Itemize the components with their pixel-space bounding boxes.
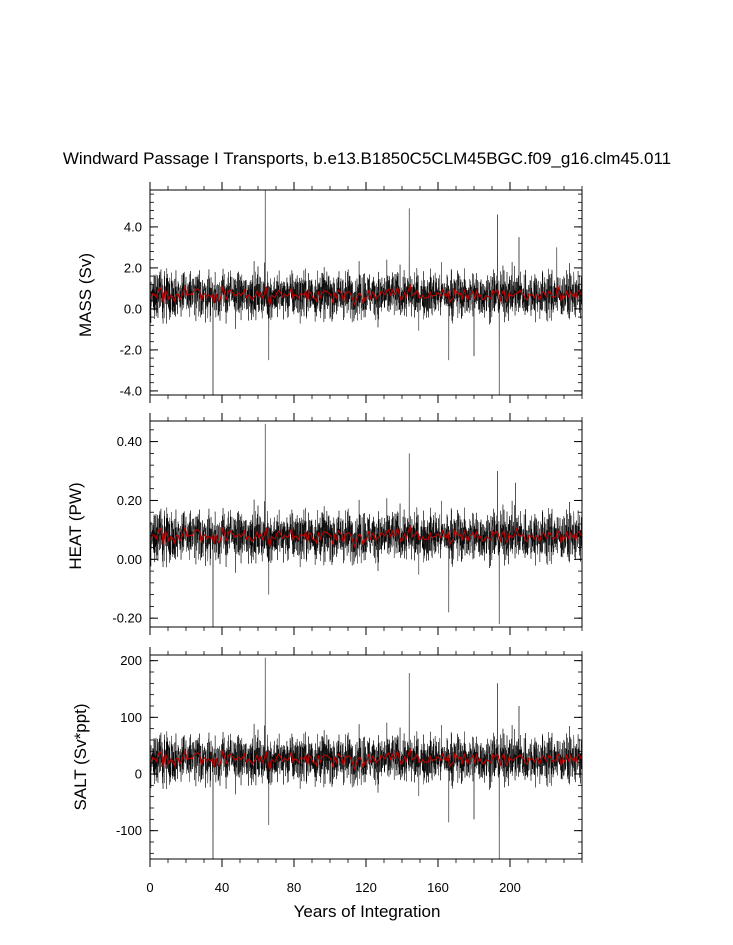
chart-title: Windward Passage I Transports, b.e13.B18… (63, 149, 671, 168)
x-tick-label: 80 (287, 880, 301, 895)
mass-monthly-series (149, 189, 583, 396)
mass-ylabel: MASS (Sv) (76, 253, 95, 337)
salt-ylabel: SALT (Sv*ppt) (71, 703, 90, 810)
salt-annual-series (150, 748, 582, 771)
x-tick-label: 120 (355, 880, 377, 895)
mass-ytick-label: -2.0 (120, 342, 142, 357)
heat-panel: -0.20 0.00 0.20 0.40 HEAT (PW) (66, 413, 583, 635)
heat-monthly-series (149, 423, 583, 628)
mass-annual-series (150, 284, 582, 307)
salt-monthly-series (149, 657, 583, 860)
salt-panel: -100 0 100 200 SALT (Sv*ppt) (71, 647, 583, 867)
mass-panel: -4.0 -2.0 0.0 2.0 4.0 MASS (Sv) (76, 182, 583, 403)
x-tick-label: 0 (146, 880, 153, 895)
mass-ytick-label: 4.0 (124, 219, 142, 234)
salt-ytick-label: -100 (116, 823, 142, 838)
x-tick-label: 200 (499, 880, 521, 895)
salt-axes: -100 0 100 200 (116, 647, 583, 867)
mass-ytick-label: 2.0 (124, 260, 142, 275)
mass-monthly-line (149, 189, 583, 396)
x-axis-label: Years of Integration (294, 902, 441, 921)
x-tick-labels: 0 40 80 120 160 200 (146, 880, 520, 895)
mass-ytick-label: -4.0 (120, 383, 142, 398)
x-tick-label: 40 (215, 880, 229, 895)
salt-annual-line (150, 748, 582, 771)
heat-annual-line (150, 525, 582, 549)
x-tick-label: 160 (427, 880, 449, 895)
heat-ytick-label: 0.20 (117, 493, 142, 508)
heat-monthly-line (149, 423, 583, 628)
heat-annual-series (150, 525, 582, 549)
heat-axes: -0.20 0.00 0.20 0.40 (112, 413, 583, 635)
salt-ytick-label: 100 (120, 710, 142, 725)
salt-monthly-line (149, 657, 583, 860)
mass-axes: -4.0 -2.0 0.0 2.0 4.0 (120, 182, 583, 403)
heat-ytick-label: 0.40 (117, 434, 142, 449)
heat-ytick-label: 0.00 (117, 552, 142, 567)
mass-annual-line (150, 284, 582, 307)
heat-ytick-label: -0.20 (112, 611, 142, 626)
mass-ytick-label: 0.0 (124, 301, 142, 316)
salt-ytick-label: 0 (135, 767, 142, 782)
heat-ylabel: HEAT (PW) (66, 482, 85, 569)
salt-ytick-label: 200 (120, 653, 142, 668)
